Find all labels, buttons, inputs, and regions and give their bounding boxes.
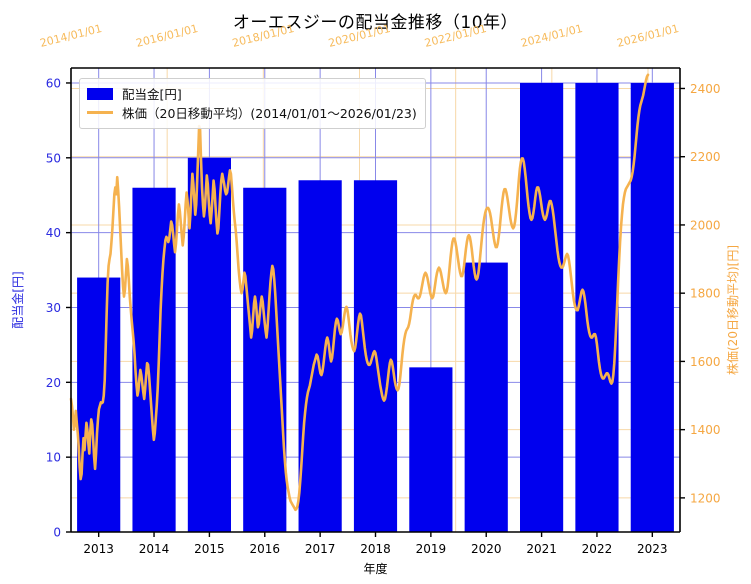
legend-line-swatch-icon xyxy=(87,111,113,114)
bar-2014 xyxy=(132,187,176,532)
right-axis-title: 株価(20日移動平均)[円] xyxy=(725,245,740,375)
left-tick-label-60: 60 xyxy=(46,76,61,90)
right-tick-label-1600: 1600 xyxy=(690,355,721,369)
bottom-tick-label-2016: 2016 xyxy=(249,542,280,556)
legend-item-stockprice: 株価（20日移動平均）(2014/01/01〜2026/01/23) xyxy=(87,103,417,122)
bottom-tick-label-2020: 2020 xyxy=(471,542,502,556)
bottom-tick-label-2018: 2018 xyxy=(360,542,391,556)
right-tick-label-1200: 1200 xyxy=(690,491,721,505)
right-tick-label-2400: 2400 xyxy=(690,82,721,96)
bar-2021 xyxy=(519,82,564,532)
bottom-tick-label-2015: 2015 xyxy=(194,542,225,556)
chart-title: オーエスジーの配当金推移（10年） xyxy=(232,13,519,33)
bar-2023 xyxy=(630,82,674,532)
left-axis-title: 配当金[円] xyxy=(10,271,25,328)
left-tick-label-20: 20 xyxy=(46,376,61,390)
legend-label-stockprice: 株価（20日移動平均）(2014/01/01〜2026/01/23) xyxy=(122,106,417,121)
bar-2020 xyxy=(464,262,508,532)
legend-bar-swatch-icon xyxy=(87,87,113,100)
legend-label-dividend: 配当金[円] xyxy=(122,87,182,102)
right-tick-label-2200: 2200 xyxy=(690,150,721,164)
left-tick-label-0: 0 xyxy=(53,526,61,540)
bottom-axis-title: 年度 xyxy=(363,561,387,576)
bottom-tick-label-2023: 2023 xyxy=(637,542,668,556)
bar-2019 xyxy=(409,367,453,532)
top-axis-tick-2016/01/01: 2016/01/01 xyxy=(135,22,200,50)
bar-2022 xyxy=(575,82,619,532)
top-axis-tick-2022/01/01: 2022/01/01 xyxy=(423,22,488,50)
bottom-tick-label-2022: 2022 xyxy=(582,542,613,556)
right-tick-label-1400: 1400 xyxy=(690,423,721,437)
stock-price-line xyxy=(69,73,650,512)
bottom-tick-label-2013: 2013 xyxy=(83,542,114,556)
right-tick-label-1800: 1800 xyxy=(690,287,721,301)
top-axis-tick-2018/01/01: 2018/01/01 xyxy=(231,22,296,50)
left-tick-label-50: 50 xyxy=(46,151,61,165)
left-tick-label-10: 10 xyxy=(46,451,61,465)
left-tick-label-40: 40 xyxy=(46,226,61,240)
bottom-tick-label-2014: 2014 xyxy=(139,542,170,556)
top-axis-tick-2014/01/01: 2014/01/01 xyxy=(39,22,104,50)
bar-2013 xyxy=(77,277,121,532)
chart-legend: 配当金[円] 株価（20日移動平均）(2014/01/01〜2026/01/23… xyxy=(79,78,426,129)
legend-item-dividend: 配当金[円] xyxy=(87,84,417,103)
top-axis-tick-2024/01/01: 2024/01/01 xyxy=(519,22,584,50)
top-axis-tick-2026/01/01: 2026/01/01 xyxy=(616,22,681,50)
bottom-tick-label-2019: 2019 xyxy=(416,542,447,556)
bar-2017 xyxy=(298,180,342,533)
bottom-tick-label-2017: 2017 xyxy=(305,542,336,556)
right-tick-label-2000: 2000 xyxy=(690,218,721,232)
top-axis-tick-2020/01/01: 2020/01/01 xyxy=(327,22,392,50)
left-tick-label-30: 30 xyxy=(46,301,61,315)
bottom-tick-label-2021: 2021 xyxy=(526,542,557,556)
